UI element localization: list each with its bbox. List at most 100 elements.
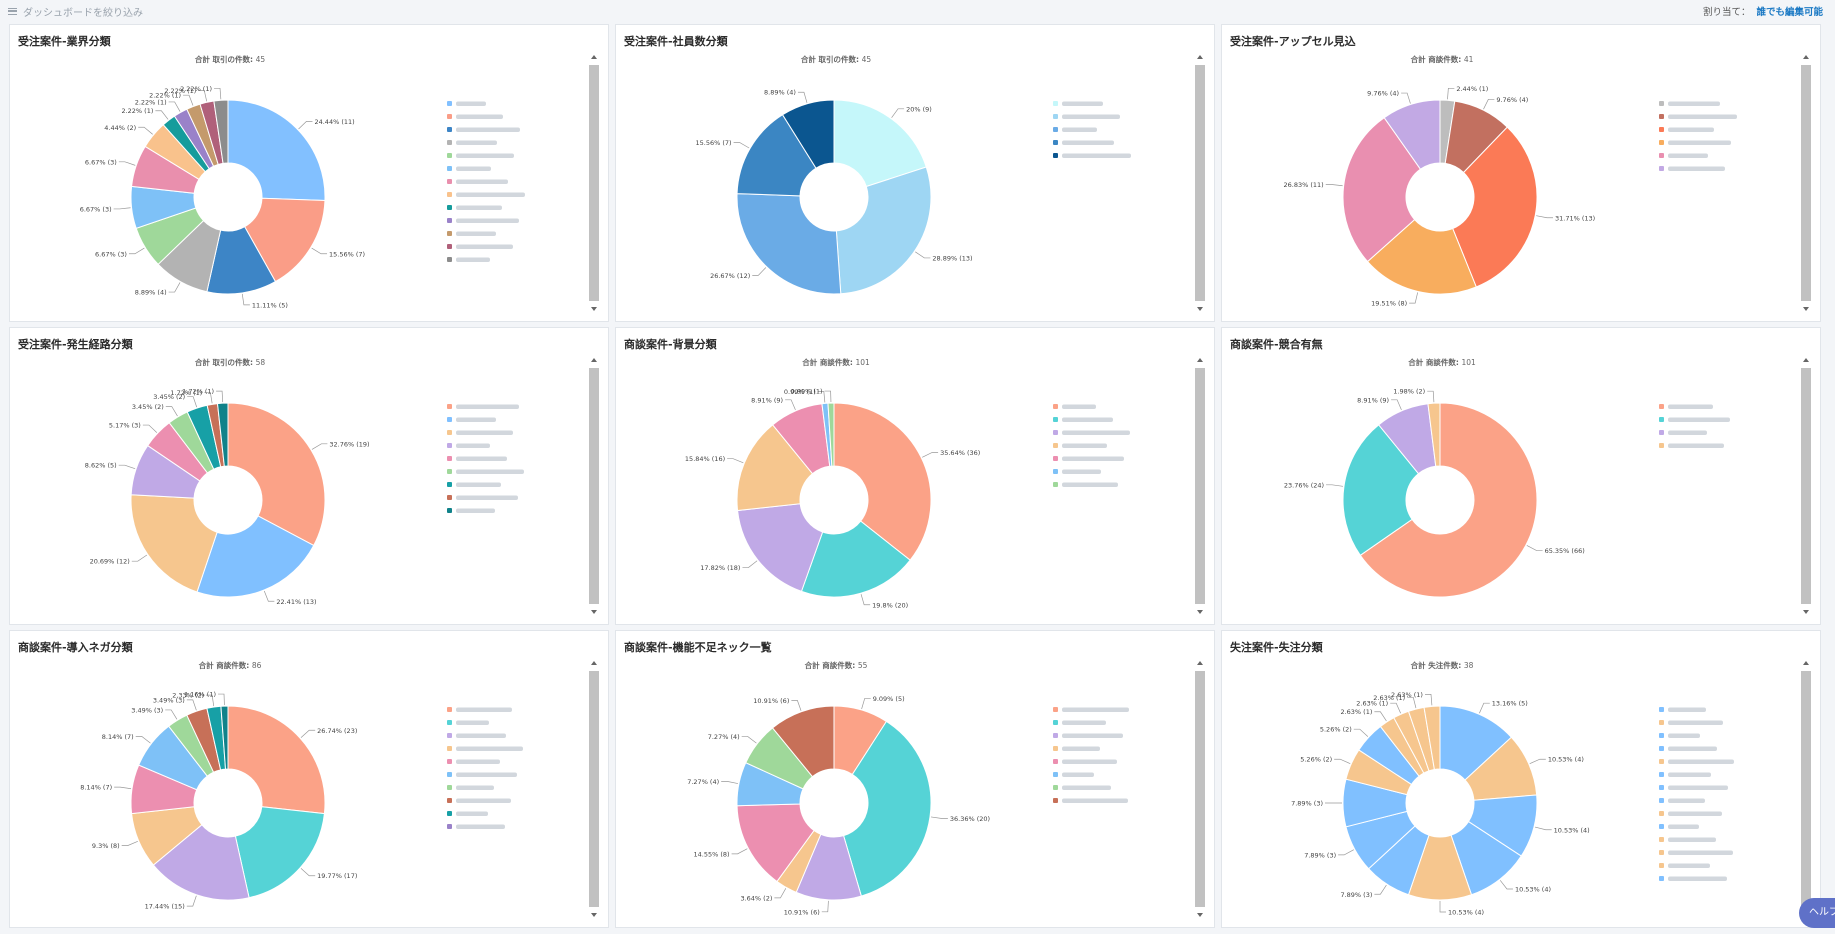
pie-slice[interactable] xyxy=(1423,705,1441,771)
scroll-thumb[interactable] xyxy=(1801,671,1811,907)
legend-swatch[interactable] xyxy=(447,127,452,132)
legend-swatch[interactable] xyxy=(447,482,452,487)
legend-swatch[interactable] xyxy=(447,417,452,422)
legend-swatch[interactable] xyxy=(1659,772,1664,777)
legend-swatch[interactable] xyxy=(1659,759,1664,764)
pie-slice[interactable] xyxy=(1383,99,1441,170)
legend-swatch[interactable] xyxy=(447,456,452,461)
scroll-thumb[interactable] xyxy=(589,368,599,604)
legend-swatch[interactable] xyxy=(447,469,452,474)
chart-card[interactable]: 商談案件-背景分類 合計 商談件数: 101 35.64% (36) 19.8% (2… xyxy=(615,327,1215,625)
scroll-up-arrow-icon[interactable] xyxy=(588,657,600,669)
chart-card[interactable]: 商談案件-導入ネガ分類 合計 商談件数: 86 26.74% (23) 19.77% … xyxy=(9,630,609,928)
chart-scrollbar[interactable] xyxy=(1194,51,1206,315)
scroll-up-arrow-icon[interactable] xyxy=(1194,51,1206,63)
pie-slice[interactable] xyxy=(827,402,835,467)
legend-swatch[interactable] xyxy=(1053,114,1058,119)
legend-swatch[interactable] xyxy=(447,772,452,777)
pie-slice[interactable] xyxy=(227,402,326,547)
legend-swatch[interactable] xyxy=(447,733,452,738)
legend-swatch[interactable] xyxy=(447,257,452,262)
legend-swatch[interactable] xyxy=(1053,733,1058,738)
scroll-thumb[interactable] xyxy=(589,65,599,301)
pie-slice[interactable] xyxy=(833,402,932,561)
pie-slice[interactable] xyxy=(216,402,229,467)
scroll-down-arrow-icon[interactable] xyxy=(1194,606,1206,618)
legend-swatch[interactable] xyxy=(447,798,452,803)
chart-card[interactable]: 受注案件-社員数分類 合計 取引の件数: 45 20% (9) 28.89% (13)… xyxy=(615,24,1215,322)
legend-swatch[interactable] xyxy=(1659,404,1664,409)
legend-swatch[interactable] xyxy=(447,811,452,816)
legend-swatch[interactable] xyxy=(1053,140,1058,145)
legend-swatch[interactable] xyxy=(1053,798,1058,803)
legend-swatch[interactable] xyxy=(1659,127,1664,132)
legend-swatch[interactable] xyxy=(1659,140,1664,145)
chart-card[interactable]: 受注案件-発生経路分類 合計 取引の件数: 58 32.76% (19) 22.41%… xyxy=(9,327,609,625)
pie-slice[interactable] xyxy=(781,99,835,169)
legend-swatch[interactable] xyxy=(447,192,452,197)
scroll-thumb[interactable] xyxy=(1801,65,1811,301)
pie-slice[interactable] xyxy=(1427,402,1441,467)
pie-slice[interactable] xyxy=(736,193,842,295)
legend-swatch[interactable] xyxy=(1053,469,1058,474)
chart-scrollbar[interactable] xyxy=(1194,354,1206,618)
legend-swatch[interactable] xyxy=(1659,114,1664,119)
legend-swatch[interactable] xyxy=(1659,798,1664,803)
legend-swatch[interactable] xyxy=(1659,811,1664,816)
pie-slice[interactable] xyxy=(842,720,932,897)
chart-scrollbar[interactable] xyxy=(588,51,600,315)
legend-swatch[interactable] xyxy=(1659,720,1664,725)
scroll-down-arrow-icon[interactable] xyxy=(1194,909,1206,921)
legend-swatch[interactable] xyxy=(1053,417,1058,422)
legend-swatch[interactable] xyxy=(1053,785,1058,790)
pie-slice[interactable] xyxy=(737,503,824,593)
legend-swatch[interactable] xyxy=(1659,785,1664,790)
scroll-down-arrow-icon[interactable] xyxy=(1800,303,1812,315)
assign-value-link[interactable]: 誰でも編集可能 xyxy=(1756,7,1823,18)
scroll-thumb[interactable] xyxy=(1801,368,1811,604)
pie-slice[interactable] xyxy=(130,494,218,593)
legend-swatch[interactable] xyxy=(447,759,452,764)
pie-slice[interactable] xyxy=(736,114,817,197)
legend-swatch[interactable] xyxy=(447,443,452,448)
pie-slice[interactable] xyxy=(227,705,326,815)
scroll-thumb[interactable] xyxy=(589,671,599,907)
legend-swatch[interactable] xyxy=(1053,707,1058,712)
pie-slice[interactable] xyxy=(1342,116,1422,263)
pie-slice[interactable] xyxy=(1366,218,1477,295)
pie-slice[interactable] xyxy=(152,824,250,901)
legend-swatch[interactable] xyxy=(447,166,452,171)
legend-swatch[interactable] xyxy=(1659,430,1664,435)
scroll-down-arrow-icon[interactable] xyxy=(1800,606,1812,618)
help-button[interactable]: ヘルプ xyxy=(1799,898,1835,928)
chart-card[interactable]: 商談案件-競合有無 合計 商談件数: 101 65.35% (66) 23.76% (… xyxy=(1221,327,1821,625)
pie-slice[interactable] xyxy=(234,806,325,899)
legend-swatch[interactable] xyxy=(1659,443,1664,448)
legend-swatch[interactable] xyxy=(1659,153,1664,158)
scroll-up-arrow-icon[interactable] xyxy=(1800,354,1812,366)
pie-slice[interactable] xyxy=(1359,402,1538,598)
legend-swatch[interactable] xyxy=(447,430,452,435)
legend-swatch[interactable] xyxy=(1659,101,1664,106)
chart-card[interactable]: 失注案件-失注分類 合計 失注件数: 38 13.16% (5) 10.53% (4)… xyxy=(1221,630,1821,928)
chart-scrollbar[interactable] xyxy=(1194,657,1206,921)
chart-card[interactable]: 受注案件-業界分類 合計 取引の件数: 45 24.44% (11) 15.56% (… xyxy=(9,24,609,322)
legend-swatch[interactable] xyxy=(447,205,452,210)
chart-card[interactable]: 受注案件-アップセル見込 合計 商談件数: 41 2.44% (1) 9.76% (4… xyxy=(1221,24,1821,322)
legend-swatch[interactable] xyxy=(447,231,452,236)
legend-swatch[interactable] xyxy=(447,244,452,249)
chart-card[interactable]: 商談案件-機能不足ネック一覧 合計 商談件数: 55 9.09% (5) 36.36%… xyxy=(615,630,1215,928)
pie-slice[interactable] xyxy=(243,197,326,283)
pie-slice[interactable] xyxy=(736,424,814,512)
legend-swatch[interactable] xyxy=(1659,166,1664,171)
legend-swatch[interactable] xyxy=(447,114,452,119)
scroll-up-arrow-icon[interactable] xyxy=(1194,657,1206,669)
legend-swatch[interactable] xyxy=(1053,430,1058,435)
chart-scrollbar[interactable] xyxy=(1800,657,1812,921)
scroll-down-arrow-icon[interactable] xyxy=(588,606,600,618)
pie-slice[interactable] xyxy=(196,515,315,598)
pie-slice[interactable] xyxy=(220,705,229,770)
legend-swatch[interactable] xyxy=(447,508,452,513)
chart-scrollbar[interactable] xyxy=(1800,354,1812,618)
legend-swatch[interactable] xyxy=(1659,850,1664,855)
